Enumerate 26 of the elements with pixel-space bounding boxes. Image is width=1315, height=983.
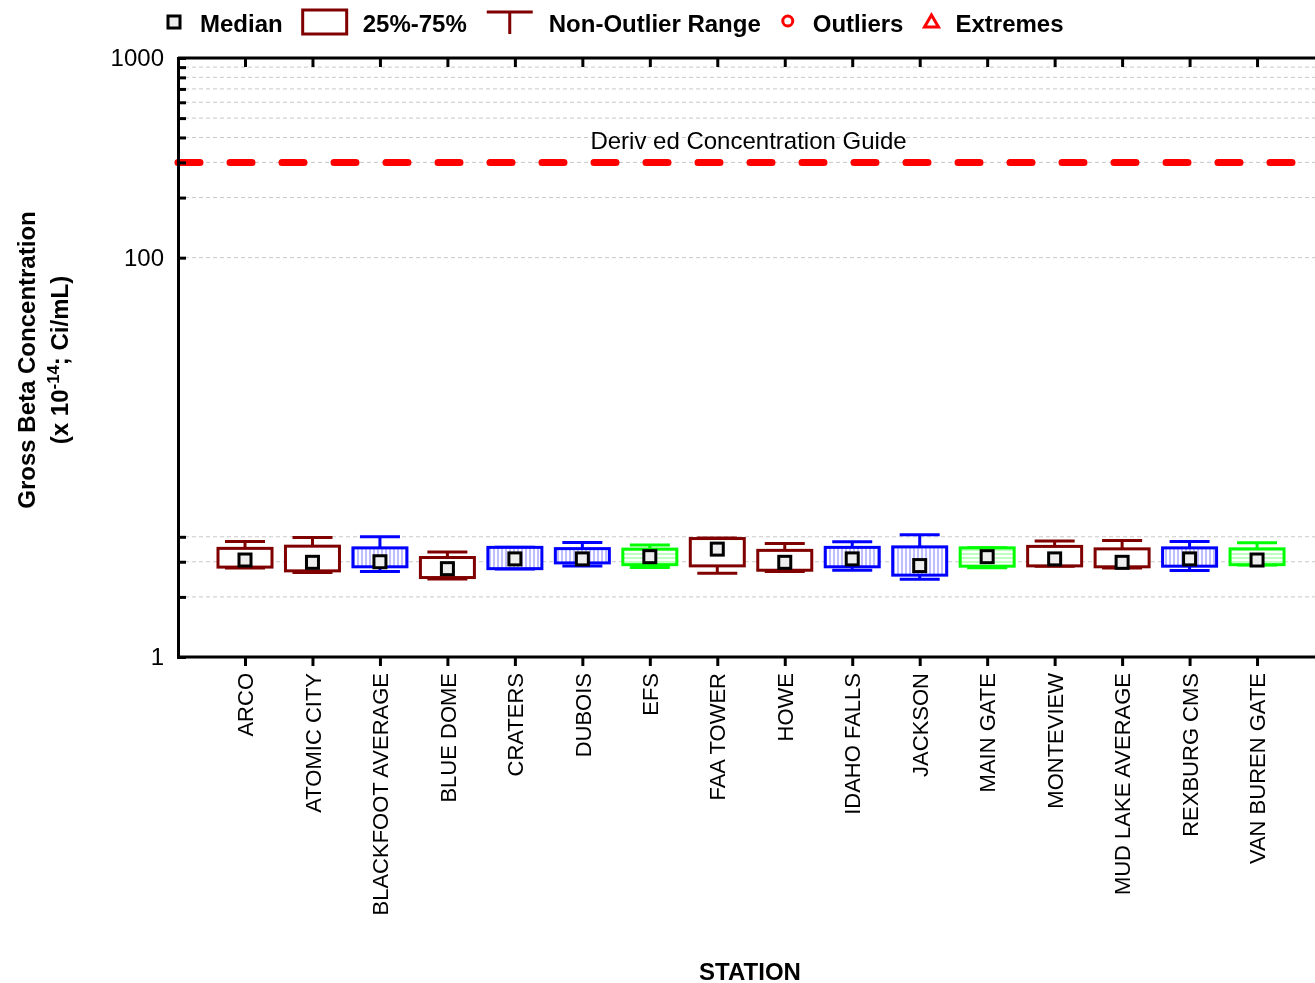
- x-tick-label: JACKSON: [907, 673, 933, 777]
- x-tick-label: ATOMIC CITY: [300, 672, 326, 813]
- x-tick-label: MAIN GATE: [975, 673, 1001, 793]
- x-tick-label: REXBURG CMS: [1177, 673, 1203, 837]
- x-tick-label: EFS: [638, 673, 664, 716]
- x-tick-label: IDAHO FALLS: [840, 673, 866, 815]
- x-tick-label: MUD LAKE AVERAGE: [1110, 673, 1136, 896]
- x-tick-label: FAA TOWER: [705, 673, 731, 801]
- x-tick-label: HOWE: [772, 673, 798, 742]
- x-tick-label: ARCO: [233, 673, 259, 737]
- text: Extremes: [955, 10, 1064, 37]
- x-tick-label: VAN BUREN GATE: [1245, 673, 1271, 865]
- x-axis-title: STATION: [699, 958, 801, 983]
- ref-line-label: Deriv ed Concentration Guide: [590, 127, 907, 155]
- text: Median: [200, 10, 283, 37]
- x-tick-label: BLACKFOOT AVERAGE: [368, 673, 394, 916]
- text: 25%-75%: [362, 10, 467, 37]
- x-tick-label: MONTEVIEW: [1042, 672, 1068, 809]
- text: Non-Outlier Range: [548, 10, 761, 37]
- text: Outliers: [812, 10, 904, 37]
- x-tick-label: DUBOIS: [570, 673, 596, 758]
- y-tick-label: 1: [150, 643, 164, 671]
- x-tick-label: CRATERS: [503, 673, 529, 777]
- x-tick-label: BLUE DOME: [435, 673, 461, 803]
- y-tick-label: 1000: [110, 44, 164, 72]
- y-tick-label: 100: [123, 243, 164, 271]
